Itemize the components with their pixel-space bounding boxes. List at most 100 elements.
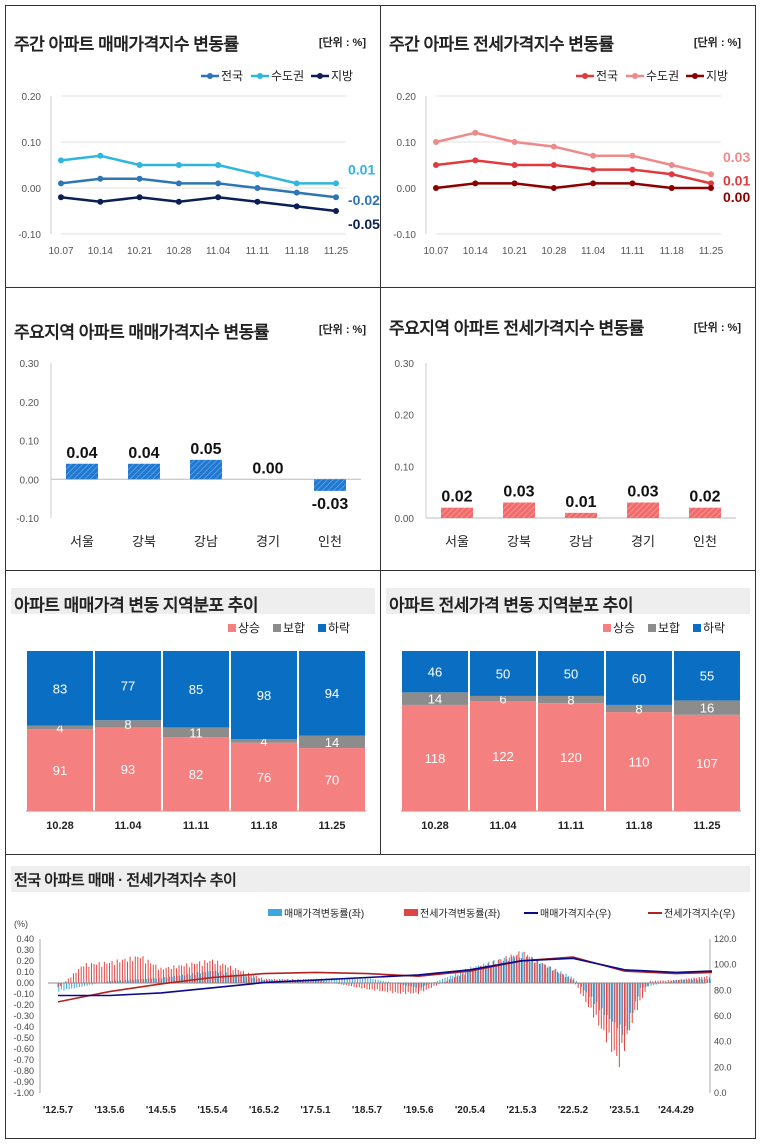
- data-point: [550, 143, 557, 150]
- x-tick-label: 10.28: [46, 820, 74, 832]
- y-tick-label: 0.00: [20, 475, 40, 486]
- segment-보합-11.18: [606, 704, 672, 713]
- left-y-tick-label: -1.00: [13, 1088, 34, 1098]
- segment-value-label: 82: [189, 767, 203, 782]
- bar-value-label: 0.04: [66, 445, 97, 462]
- left-y-tick-label: -0.10: [13, 989, 34, 999]
- bar-인천: [314, 479, 346, 491]
- left-y-tick-label: 0.20: [16, 956, 34, 966]
- legend-label: 하락: [328, 621, 350, 635]
- data-point: [136, 162, 143, 168]
- y-tick-label: 0.30: [20, 359, 40, 370]
- x-tick-label: 11.25: [694, 820, 721, 832]
- segment-value-label: 93: [121, 762, 135, 777]
- segment-value-label: 50: [564, 666, 578, 681]
- segment-하락-11.18: [231, 651, 297, 740]
- x-tick-label: 11.18: [660, 246, 685, 257]
- data-point: [708, 171, 714, 178]
- segment-value-label: 46: [428, 665, 442, 680]
- x-tick-label: '17.5.1: [300, 1105, 331, 1116]
- segment-상승-11.18: [606, 712, 672, 811]
- x-tick-label: 10.14: [463, 246, 488, 257]
- left-y-tick-label: -0.90: [13, 1077, 34, 1087]
- x-tick-label: 11.04: [115, 820, 143, 832]
- legend-marker: [692, 73, 698, 79]
- data-point: [333, 208, 339, 214]
- segment-value-label: 11: [189, 725, 203, 740]
- data-point: [97, 198, 104, 205]
- x-tick-label: 10.28: [541, 246, 566, 257]
- data-point: [333, 180, 339, 187]
- segment-value-label: 91: [53, 763, 67, 778]
- x-tick-label: '13.5.6: [94, 1105, 125, 1116]
- segment-value-label: 122: [492, 749, 514, 764]
- segment-value-label: 120: [560, 750, 582, 765]
- segment-value-label: 70: [325, 773, 339, 788]
- x-tick-label: 11.25: [324, 246, 349, 257]
- right-y-tick-label: 40.0: [714, 1037, 732, 1047]
- end-value-label: -0.05: [348, 216, 380, 232]
- bar-value-label: 0.03: [503, 484, 534, 501]
- segment-하락-11.25: [299, 651, 365, 736]
- segment-상승-11.18: [231, 742, 297, 811]
- panel-title: 전국 아파트 매매 · 전세가격지수 추이: [14, 872, 237, 889]
- bar-value-label: 0.02: [441, 489, 472, 506]
- data-point: [58, 194, 64, 201]
- y-tick-label: 0.00: [397, 184, 417, 195]
- data-point: [293, 180, 300, 187]
- legend-label: 전세가격지수(우): [664, 907, 735, 920]
- x-tick-label: '24.4.29: [658, 1105, 694, 1116]
- segment-value-label: 76: [257, 770, 271, 785]
- segment-하락-11.04: [470, 651, 536, 696]
- data-point: [215, 162, 222, 168]
- bar-서울: [441, 507, 473, 518]
- x-tick-label: 10.28: [166, 246, 191, 257]
- legend-marker: [317, 73, 323, 79]
- data-point: [472, 129, 479, 136]
- legend-label: 매매가격변동률(좌): [284, 907, 364, 920]
- y-tick-label: 0.10: [395, 462, 415, 473]
- panel-region-sale: 주요지역 아파트 매매가격지수 변동률 [단위 : %] 0.30 0.20 0.1…: [5, 287, 381, 571]
- segment-상승-11.25: [674, 714, 740, 811]
- data-point: [215, 194, 222, 201]
- segment-상승-10.28: [27, 729, 93, 811]
- left-y-tick-label: -0.20: [13, 1000, 34, 1010]
- segment-상승-11.11: [538, 703, 604, 811]
- data-point: [58, 157, 64, 164]
- segment-value-label: 94: [325, 686, 339, 701]
- end-value-label: 0.00: [723, 189, 750, 205]
- legend-label: 전세가격변동률(좌): [420, 907, 500, 920]
- series-line-전국: [435, 159, 712, 185]
- segment-상승-11.25: [299, 748, 365, 811]
- x-tick-label: 11.18: [626, 820, 653, 832]
- legend-label: 상승: [238, 621, 260, 635]
- data-point: [472, 180, 479, 187]
- x-tick-label: '15.5.4: [197, 1105, 228, 1116]
- segment-하락-11.18: [606, 651, 672, 705]
- bar-강남: [565, 512, 597, 518]
- segment-value-label: 4: [56, 720, 63, 735]
- bar-강북: [503, 502, 535, 518]
- segment-하락-11.04: [95, 651, 161, 721]
- segment-하락-10.28: [402, 651, 468, 693]
- x-tick-label: 11.11: [246, 246, 270, 257]
- series-line-지방: [60, 195, 337, 213]
- x-tick-label: 10.28: [421, 820, 449, 832]
- bar-value-label: 0.05: [190, 441, 221, 458]
- segment-value-label: 14: [428, 692, 442, 707]
- segment-value-label: 4: [260, 734, 267, 749]
- right-y-tick-label: 100.0: [714, 960, 737, 970]
- segment-value-label: 8: [635, 702, 642, 717]
- segment-value-label: 98: [257, 688, 271, 703]
- segment-하락-11.11: [163, 651, 229, 728]
- x-tick-label: 11.11: [558, 820, 584, 832]
- weekly-sale-line-chart: 0.20 0.10 0.00 -0.10 10.07 10.14 10.21 10.28 11.…: [18, 69, 380, 257]
- left-y-tick-label: -0.50: [13, 1033, 34, 1043]
- y-axis-unit: (%): [14, 919, 28, 929]
- segment-하락-11.11: [538, 651, 604, 696]
- jeonse-index-line: [57, 956, 713, 1003]
- y-tick-label: 0.10: [397, 138, 417, 149]
- left-y-tick-label: 0.00: [16, 978, 34, 988]
- legend-label: 전국: [596, 69, 618, 83]
- data-point: [433, 162, 439, 168]
